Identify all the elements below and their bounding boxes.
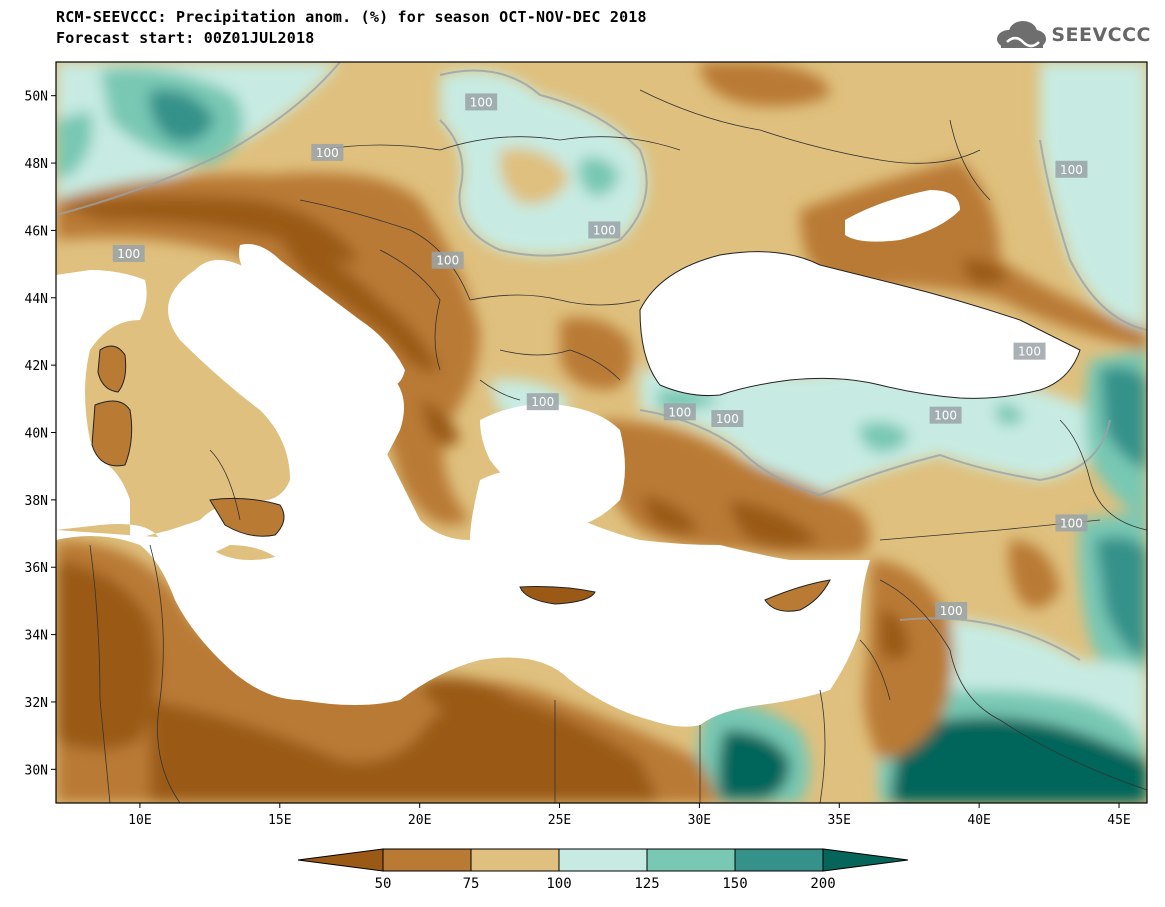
- contour-label-bg: [526, 393, 559, 411]
- contour-label-bg: [1013, 342, 1046, 360]
- y-tick-label: 38N: [25, 494, 48, 509]
- contour-label: 100: [470, 95, 493, 109]
- forecast-start-subtitle: Forecast start: 00Z01JUL2018: [56, 29, 315, 47]
- anomaly-regions: [56, 62, 1147, 803]
- map-field: 100 100 100 100 100 100 100 100 100 100 100 100 100: [56, 62, 1147, 803]
- y-tick-label: 30N: [25, 763, 48, 778]
- y-tick-label: 50N: [25, 90, 48, 105]
- contour-label-bg: [929, 406, 962, 424]
- colorbar-min-extend: [297, 848, 384, 872]
- contour-label: 100: [668, 405, 691, 419]
- colorbar-bin: [734, 848, 824, 872]
- y-tick-label: 48N: [25, 157, 48, 172]
- contour-label: 100: [593, 223, 616, 237]
- x-tick-label: 45E: [1107, 813, 1130, 828]
- colorbar: 50 75 100 125 150 200: [297, 848, 909, 892]
- x-tick-label: 10E: [128, 813, 151, 828]
- coastlines: [91, 251, 1081, 612]
- y-tick-label: 42N: [25, 359, 48, 374]
- colorbar-label: 125: [634, 876, 659, 892]
- y-axis-ticks: 30N 32N 34N 36N 38N 40N 42N 44N 46N 48N 50N: [25, 90, 56, 778]
- contour-label: 100: [117, 247, 140, 261]
- contour-label: 100: [531, 395, 554, 409]
- contour-label: 100: [934, 409, 957, 423]
- x-tick-label: 25E: [548, 813, 571, 828]
- x-tick-label: 20E: [408, 813, 431, 828]
- contour-label: 100: [940, 604, 963, 618]
- islands: [92, 346, 830, 612]
- contour-label-bg: [588, 221, 621, 239]
- contour-label: 100: [316, 146, 339, 160]
- contour-label: 100: [436, 254, 459, 268]
- seevccc-logo: SEEVCCC: [995, 20, 1151, 50]
- colorbar-bin: [382, 848, 472, 872]
- contour-lines: [56, 62, 1147, 661]
- contour-label-bg: [711, 410, 744, 428]
- x-axis-ticks: 10E 15E 20E 25E 30E 35E 40E 45E: [128, 803, 1131, 828]
- x-tick-label: 15E: [268, 813, 291, 828]
- x-tick-label: 30E: [688, 813, 711, 828]
- sea-mask: [56, 190, 1080, 727]
- y-tick-label: 40N: [25, 427, 48, 442]
- x-tick-label: 35E: [828, 813, 851, 828]
- colorbar-bin: [558, 848, 648, 872]
- country-borders: [89, 89, 1147, 803]
- colorbar-max-extend: [822, 848, 909, 872]
- contour-label-bg: [663, 403, 696, 421]
- contour-label: 100: [1018, 345, 1041, 359]
- contour-label: 100: [1060, 516, 1083, 530]
- colorbar-bin: [470, 848, 560, 872]
- colorbar-label: 150: [722, 876, 747, 892]
- contour-label-bg: [1055, 160, 1088, 178]
- colorbar-label: 50: [375, 876, 392, 892]
- y-tick-label: 34N: [25, 629, 48, 644]
- colorbar-label: 75: [463, 876, 480, 892]
- logo-text: SEEVCCC: [1051, 24, 1151, 46]
- map-title: RCM-SEEVCCC: Precipitation anom. (%) for…: [56, 8, 647, 26]
- contour-label: 100: [716, 412, 739, 426]
- contour-label-bg: [431, 251, 464, 269]
- y-tick-label: 36N: [25, 561, 48, 576]
- contour-label-bg: [112, 244, 145, 262]
- contour-label-bg: [311, 143, 344, 161]
- y-tick-label: 46N: [25, 224, 48, 239]
- contour-labels: 100 100 100 100 100 100 100 100 100 100 100 100 100: [112, 93, 1088, 620]
- contour-label-bg: [935, 602, 968, 620]
- contour-label: 100: [1060, 163, 1083, 177]
- colorbar-label: 100: [546, 876, 571, 892]
- cloud-icon: [997, 21, 1047, 48]
- contour-label-bg: [465, 93, 498, 111]
- y-tick-label: 32N: [25, 696, 48, 711]
- y-tick-label: 44N: [25, 292, 48, 307]
- colorbar-label: 200: [810, 876, 835, 892]
- x-tick-label: 40E: [967, 813, 990, 828]
- colorbar-bin: [646, 848, 736, 872]
- contour-label-bg: [1055, 514, 1088, 532]
